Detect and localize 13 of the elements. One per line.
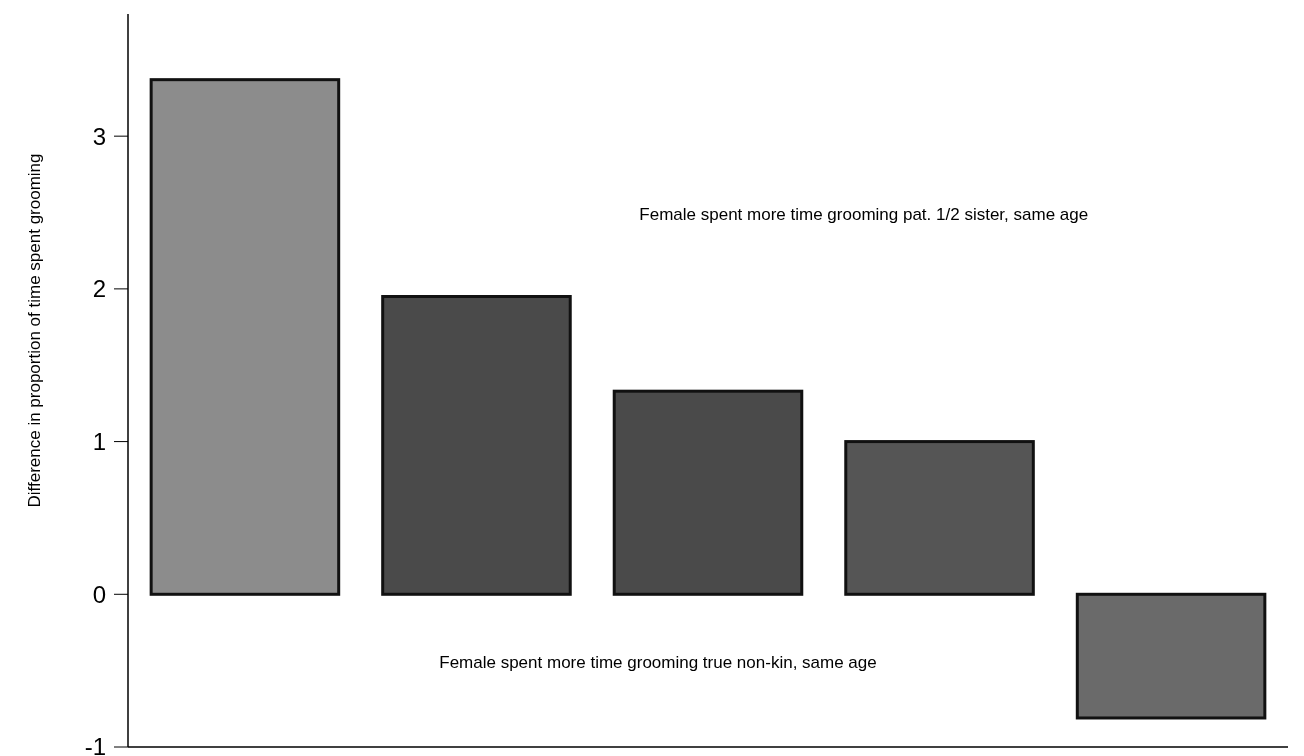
- y-tick-label: -1: [84, 733, 106, 756]
- bar: [1075, 592, 1267, 720]
- bar: [381, 295, 572, 596]
- bar: [844, 440, 1035, 596]
- bar: [149, 78, 341, 596]
- y-tick-label: 0: [92, 580, 106, 608]
- y-tick-label: 2: [92, 275, 106, 303]
- y-axis-title: Difference in proportion of time spent grooming: [25, 153, 44, 508]
- y-tick-label: 3: [92, 122, 106, 150]
- annotation: Female spent more time grooming pat. 1/2 sister, same age: [639, 205, 1089, 225]
- bar: [612, 389, 804, 596]
- annotation: Female spent more time grooming true non-kin, same age: [439, 652, 877, 672]
- y-tick-label: 1: [92, 427, 106, 455]
